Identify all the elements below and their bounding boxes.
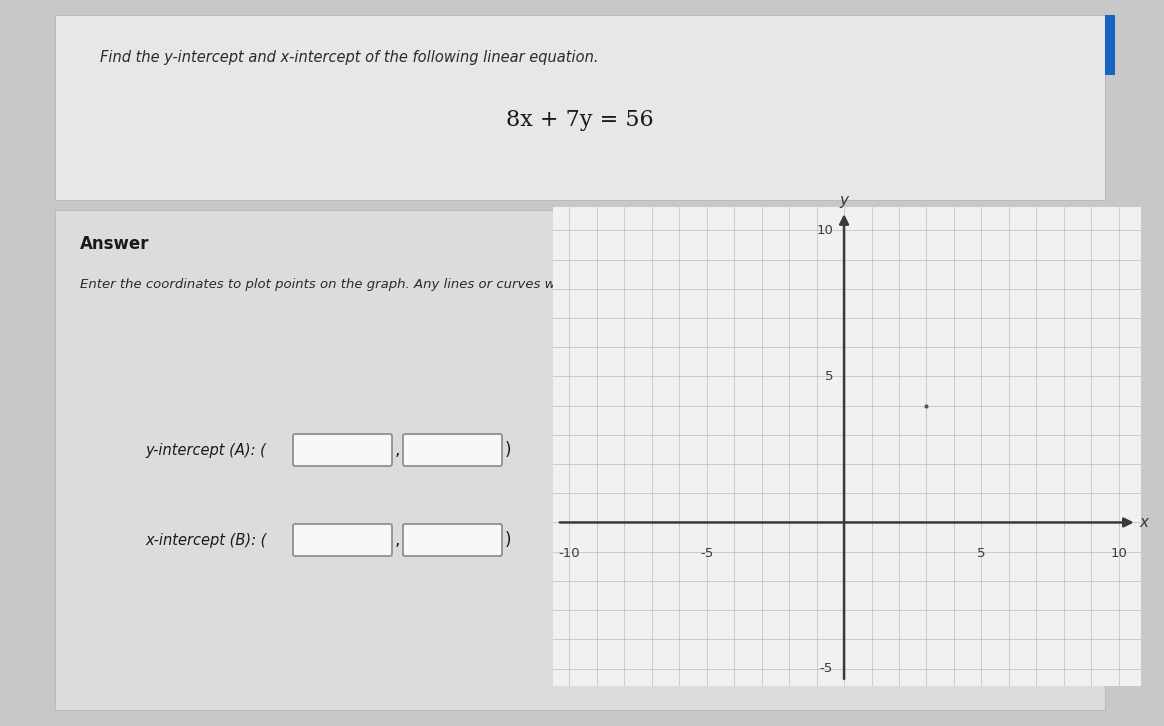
FancyBboxPatch shape [403, 524, 502, 556]
Text: Answer: Answer [80, 235, 149, 253]
Text: 5: 5 [977, 547, 986, 560]
Text: ,: , [395, 441, 400, 459]
Text: y: y [839, 193, 849, 208]
FancyBboxPatch shape [55, 210, 1105, 710]
Text: Enter the coordinates to plot points on the graph. Any lines or curves will be d: Enter the coordinates to plot points on … [80, 278, 875, 291]
Text: 10: 10 [816, 224, 833, 237]
Text: 5: 5 [824, 370, 833, 383]
Text: ): ) [505, 441, 511, 459]
Text: -10: -10 [559, 547, 580, 560]
Text: Keybo: Keybo [1058, 235, 1105, 250]
FancyBboxPatch shape [1105, 15, 1115, 75]
Text: x: x [1140, 515, 1149, 530]
Text: 10: 10 [1110, 547, 1127, 560]
Text: -5: -5 [819, 662, 833, 675]
Text: -5: -5 [700, 547, 714, 560]
Text: y-intercept (A): (: y-intercept (A): ( [146, 443, 265, 457]
FancyBboxPatch shape [403, 434, 502, 466]
FancyBboxPatch shape [293, 524, 392, 556]
Text: ,: , [395, 531, 400, 549]
Text: Find the y-intercept and x-intercept of the following linear equation.: Find the y-intercept and x-intercept of … [100, 50, 598, 65]
FancyBboxPatch shape [293, 434, 392, 466]
Text: 8x + 7y = 56: 8x + 7y = 56 [506, 109, 654, 131]
FancyBboxPatch shape [55, 15, 1105, 200]
Text: ): ) [505, 531, 511, 549]
Text: x-intercept (B): (: x-intercept (B): ( [146, 532, 267, 547]
